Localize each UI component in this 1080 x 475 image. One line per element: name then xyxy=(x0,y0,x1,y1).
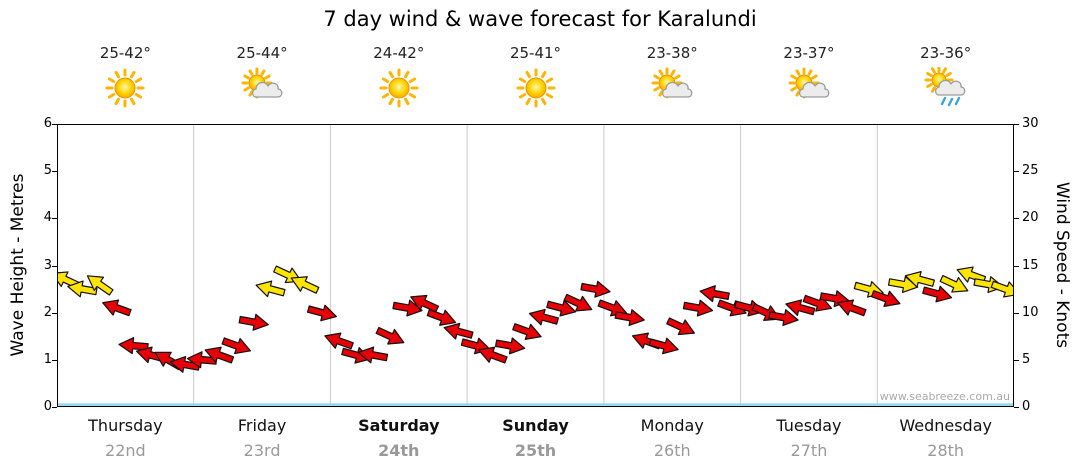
plot-area xyxy=(51,124,1021,407)
temps-row: 25-42° 25-44° 24-42° 25-41° 23-38° 23-37… xyxy=(57,44,1014,62)
day-temp: 23-37° xyxy=(783,44,835,62)
day-name: Sunday xyxy=(502,416,569,435)
wind-axis-tick-label: 30 xyxy=(1022,116,1039,131)
wave-axis-tick-label: 4 xyxy=(43,210,52,225)
day-date: 28th xyxy=(927,441,965,460)
day-name: Tuesday xyxy=(776,416,842,435)
wind-axis-tick-label: 10 xyxy=(1022,305,1039,320)
axis-tick-mark xyxy=(52,124,57,125)
axis-tick-mark xyxy=(1014,218,1019,219)
day-date: 26th xyxy=(653,441,691,460)
wave-axis-tick-label: 1 xyxy=(43,352,52,367)
day-name: Friday xyxy=(237,416,287,435)
day-date: 27th xyxy=(790,441,828,460)
wave-axis-tick-label: 3 xyxy=(43,258,52,273)
day-temp: 25-41° xyxy=(509,44,562,62)
day-date: 24th xyxy=(378,441,420,460)
sun-cloud-rain-icon xyxy=(877,64,1014,112)
sun-icon xyxy=(467,64,604,112)
icons-row xyxy=(57,64,1014,112)
day-name: Thursday xyxy=(88,416,163,435)
wind-axis-tick-label: 25 xyxy=(1022,163,1039,178)
wind-axis-tick-label: 5 xyxy=(1022,352,1031,367)
day-temp: 25-42° xyxy=(99,44,151,62)
wind-axis-tick-label: 15 xyxy=(1022,258,1039,273)
axis-tick-mark xyxy=(1014,313,1019,314)
day-name: Wednesday xyxy=(899,416,992,435)
sun-cloud-icon xyxy=(604,64,741,112)
day-name: Saturday xyxy=(358,416,440,435)
axis-tick-mark xyxy=(1014,266,1019,267)
day-date: 25th xyxy=(514,441,557,460)
sun-icon xyxy=(57,64,194,112)
wave-axis-tick-label: 5 xyxy=(43,163,52,178)
wind-axis-label: Wind Speed - Knots xyxy=(1052,181,1072,349)
day-date: 22nd xyxy=(105,441,146,460)
wind-axis-tick-label: 20 xyxy=(1022,210,1039,225)
wave-axis-tick-label: 2 xyxy=(43,305,52,320)
wave-axis-tick-label: 6 xyxy=(43,116,52,131)
chart-title: 7 day wind & wave forecast for Karalundi xyxy=(323,7,757,31)
axis-tick-mark xyxy=(52,313,57,314)
day-names-row: Thursday Friday Saturday Sunday Monday T… xyxy=(57,416,1014,435)
axis-tick-mark xyxy=(1014,407,1019,408)
axis-tick-mark xyxy=(1014,124,1019,125)
day-temp: 23-36° xyxy=(920,44,972,62)
sun-icon xyxy=(330,64,467,112)
sun-cloud-icon xyxy=(741,64,878,112)
axis-tick-mark xyxy=(1014,360,1019,361)
wave-axis-tick-label: 0 xyxy=(43,399,52,414)
day-dates-row: 22nd 23rd 24th 25th 26th 27th 28th xyxy=(57,441,1014,460)
wave-axis-label: Wave Height - Metres xyxy=(8,173,28,357)
axis-tick-mark xyxy=(52,266,57,267)
axis-tick-mark xyxy=(52,360,57,361)
day-temp: 25-44° xyxy=(236,44,288,62)
axis-tick-mark xyxy=(52,407,57,408)
forecast-chart xyxy=(51,124,1021,407)
day-date: 23rd xyxy=(243,441,281,460)
axis-tick-mark xyxy=(52,171,57,172)
watermark: www.seabreeze.com.au xyxy=(879,390,1010,403)
day-temp: 23-38° xyxy=(646,44,698,62)
axis-tick-mark xyxy=(52,218,57,219)
sun-cloud-icon xyxy=(194,64,331,112)
wind-axis-tick-label: 0 xyxy=(1022,399,1031,414)
day-temp: 24-42° xyxy=(373,44,425,62)
day-name: Monday xyxy=(640,416,704,435)
axis-tick-mark xyxy=(1014,171,1019,172)
